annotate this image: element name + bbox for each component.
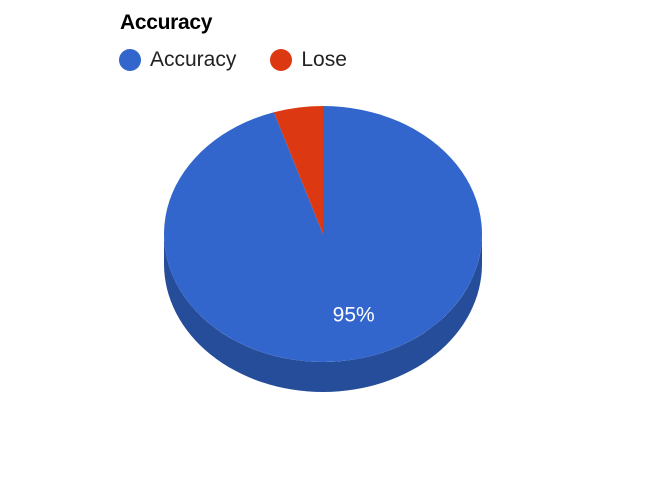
data-label-accuracy: 95%: [333, 304, 375, 327]
legend-item-lose[interactable]: Lose: [270, 48, 347, 72]
legend: Accuracy Lose: [119, 48, 381, 72]
chart-title: Accuracy: [120, 11, 213, 34]
legend-label-accuracy: Accuracy: [150, 48, 237, 71]
pie-side-accuracy: [164, 234, 482, 392]
legend-swatch-lose: [270, 49, 293, 71]
legend-swatch-accuracy: [119, 49, 141, 71]
pie-slice-lose: [273, 106, 323, 234]
legend-item-accuracy[interactable]: Accuracy: [119, 48, 236, 72]
legend-label-lose: Lose: [301, 48, 347, 71]
